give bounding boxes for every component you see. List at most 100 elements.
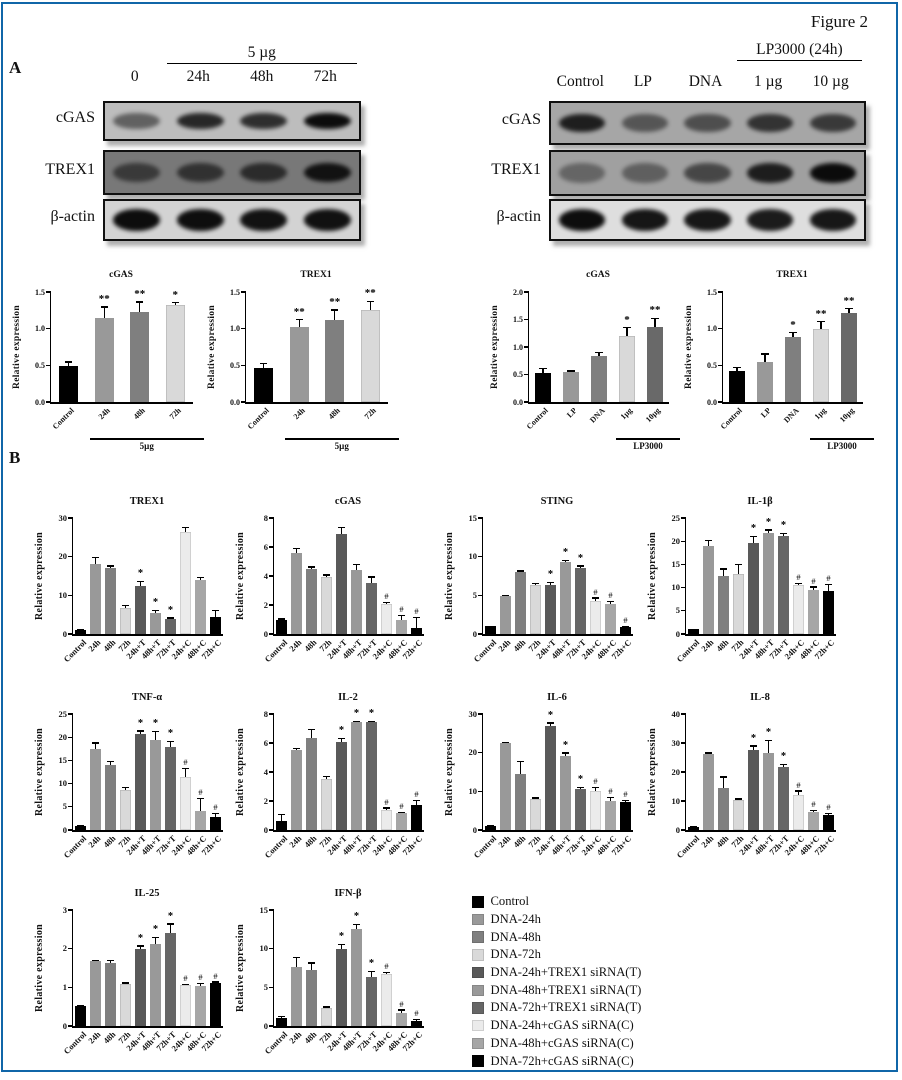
error-bar: [564, 752, 567, 757]
bar: [306, 568, 317, 634]
bar: [105, 764, 116, 830]
bar: [620, 627, 631, 634]
y-tick-mark: [268, 1025, 274, 1027]
chart-title: TREX1: [129, 496, 165, 507]
error-bar: [764, 353, 766, 362]
x-tick-label: 48h: [512, 834, 528, 850]
error-bar: [169, 923, 172, 933]
bar: [321, 1008, 332, 1026]
bar: [366, 583, 377, 634]
chart-title: cGAS: [334, 496, 362, 507]
y-tick-label: 10: [58, 589, 68, 600]
x-tick-label: 10µg: [644, 406, 663, 425]
error-bar-cap: [211, 609, 220, 612]
lane-label: 0: [130, 68, 139, 85]
error-bar-cap: [337, 737, 346, 739]
protein-band: [303, 112, 351, 130]
error-bar-cap: [501, 741, 510, 744]
chart-b-ifnb: IFN-β Relative expression 0 5 10 15 * * * # # # Cont…: [231, 886, 437, 1080]
error-bar-cap: [121, 786, 130, 788]
y-tick-mark: [523, 373, 529, 376]
protein-band: [621, 113, 669, 133]
y-tick-label: 10: [259, 943, 269, 954]
error-bar-cap: [689, 628, 698, 630]
bar: [591, 355, 607, 402]
chart-cgas-lp3000: cGAS Relative expression 0.0 0.5 1.0 1.5 2.0 * *…: [486, 268, 686, 460]
error-bar-cap: [352, 564, 361, 566]
group-line: [89, 438, 204, 440]
bar: [793, 794, 804, 830]
bar: [688, 827, 699, 830]
error-bar: [109, 565, 112, 569]
blot-strip: [103, 199, 361, 241]
error-bar: [752, 745, 755, 750]
legend-label: DNA-24h+cGAS siRNA(C): [490, 1018, 634, 1033]
error-bar: [340, 737, 343, 742]
significance-marker: #: [593, 586, 598, 597]
significance-marker: *: [137, 568, 144, 580]
error-bar-cap: [397, 1009, 406, 1011]
plot-area: 0.0 0.5 1.0 1.5 ** ** **: [230, 288, 388, 407]
error-bar-cap: [704, 539, 713, 542]
error-bar-cap: [621, 625, 630, 627]
y-tick-mark: [268, 986, 274, 988]
y-tick-label: 20: [671, 766, 681, 777]
x-tick-label: Control: [719, 406, 745, 432]
bar: [90, 748, 101, 830]
significance-marker: #: [623, 789, 628, 800]
error-bar-cap: [100, 306, 108, 308]
error-bar-cap: [719, 568, 728, 570]
chart-b-trex1: TREX1 Relative expression 0 10 20 30 * * * Contro…: [30, 494, 236, 694]
chart-title: IL-25: [134, 888, 160, 899]
error-bar-cap: [65, 361, 73, 363]
bar: [411, 628, 422, 634]
y-tick-mark: [477, 517, 483, 519]
bar: [306, 737, 317, 830]
error-bar: [124, 786, 127, 791]
lane-label: LP: [633, 73, 652, 90]
error-bar-cap: [91, 557, 100, 559]
y-axis-label: Relative expression: [34, 532, 45, 621]
significance-marker: *: [338, 931, 345, 943]
bar: [165, 619, 176, 634]
bar: [619, 336, 635, 402]
significance-marker: #: [826, 573, 831, 584]
y-tick-label: 25: [58, 708, 68, 719]
legend-label: DNA-72h: [490, 947, 541, 962]
bar: [150, 739, 161, 830]
plot-area: 0 2 4 6 8 * * * # # #: [264, 708, 424, 835]
significance-marker: #: [414, 789, 419, 800]
y-tick-mark: [523, 291, 529, 293]
error-bar: [598, 351, 600, 356]
blot-strip: [103, 150, 361, 195]
x-tick-label: 24h: [96, 406, 112, 422]
significance-marker: *: [172, 288, 179, 301]
legend-item: DNA-72h: [472, 946, 641, 964]
error-bar: [139, 945, 142, 950]
error-bar-cap: [621, 799, 630, 802]
y-tick-label: 1.0: [35, 324, 45, 334]
chart-title: TREX1: [776, 270, 808, 280]
x-tick-label: LP: [564, 406, 579, 420]
protein-band: [559, 163, 606, 183]
error-bar-cap: [516, 760, 525, 762]
y-tick-label: 5: [675, 605, 680, 616]
y-tick-label: 0: [472, 628, 477, 639]
error-bar: [385, 807, 388, 810]
group-label: 5µg: [139, 441, 154, 451]
y-tick-label: 10: [58, 778, 68, 789]
significance-marker: #: [796, 571, 801, 582]
lane-label: DNA: [688, 73, 723, 90]
y-tick-mark: [477, 751, 483, 754]
y-axis-label: Relative expression: [34, 924, 45, 1013]
y-tick-label: 1.5: [707, 287, 717, 297]
bar: [75, 1005, 86, 1026]
error-bar-cap: [595, 351, 603, 353]
y-tick-label: 10: [671, 795, 681, 806]
significance-marker: *: [152, 718, 159, 730]
bar: [195, 985, 206, 1026]
bar: [748, 749, 759, 830]
error-bar: [184, 768, 187, 777]
error-bar-cap: [151, 937, 160, 939]
x-tick-label: 72h: [167, 406, 183, 422]
